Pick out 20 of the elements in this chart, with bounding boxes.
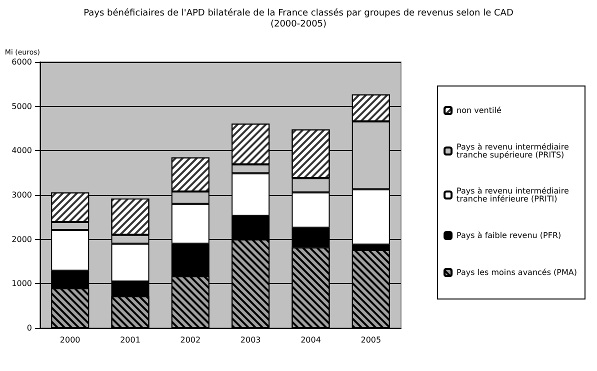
x-tick-label: 2000 (60, 336, 80, 344)
chart-subtitle: (2000-2005) (270, 20, 327, 30)
y-tick-label: 5000 (12, 102, 32, 111)
chart-title: Pays bénéficiaires de l'APD bilatérale de la France classés par groupes de revenus selon le CAD (84, 8, 514, 18)
y-tick-label: 1000 (12, 279, 32, 288)
legend-label: non ventilé (456, 106, 502, 115)
x-tick-label: 2004 (300, 336, 321, 344)
x-tick-label: 2001 (120, 336, 140, 344)
legend-label: Pays les moins avancés (PMA) (456, 268, 578, 277)
y-tick-label: 2000 (12, 234, 32, 244)
legend-label: Pays à revenu intermédiaire tranche inférieure (PRITI) (456, 186, 572, 204)
legend-label: Pays à faible revenu (PFR) (456, 231, 562, 240)
y-tick-label: 3000 (12, 190, 32, 200)
x-tick-label: 2005 (360, 336, 382, 344)
x-tick-label: 2003 (240, 336, 261, 344)
legend-label: Pays à revenu intermédiaire tranche supérieure (PRITS) (456, 142, 572, 160)
x-tick-label: 2002 (180, 336, 201, 344)
y-tick-label: 6000 (12, 58, 32, 66)
y-tick-label: 4000 (12, 146, 32, 156)
y-tick-label: 0 (26, 324, 32, 332)
